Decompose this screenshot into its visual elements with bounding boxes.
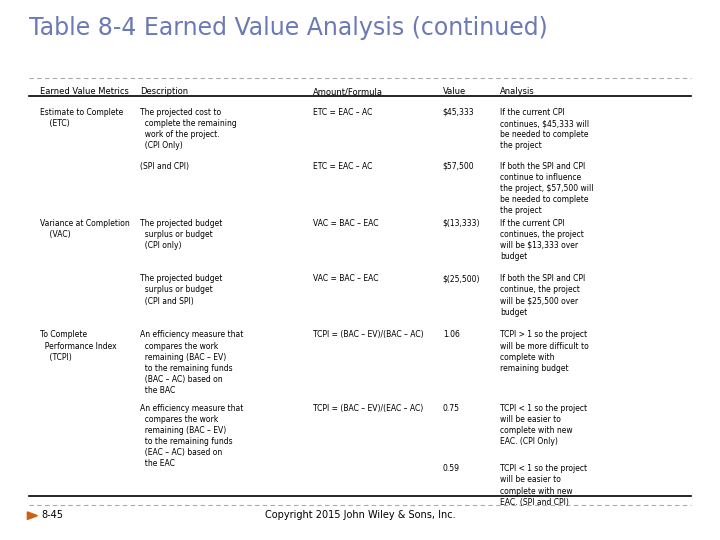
Text: 8-45: 8-45 [42, 510, 64, 520]
Text: VAC = BAC – EAC: VAC = BAC – EAC [313, 219, 379, 228]
Text: To Complete
  Performance Index
    (TCPI): To Complete Performance Index (TCPI) [40, 330, 116, 362]
Text: Description: Description [140, 87, 189, 97]
Text: TCPI > 1 so the project
will be more difficult to
complete with
remaining budget: TCPI > 1 so the project will be more dif… [500, 330, 589, 373]
Text: TCPI = (BAC – EV)/(EAC – AC): TCPI = (BAC – EV)/(EAC – AC) [313, 404, 423, 413]
Text: Amount/Formula: Amount/Formula [313, 87, 383, 97]
Polygon shape [27, 512, 37, 519]
Text: 0.59: 0.59 [443, 464, 460, 474]
Text: $(13,333): $(13,333) [443, 219, 480, 228]
Text: $45,333: $45,333 [443, 108, 474, 117]
Text: Value: Value [443, 87, 466, 97]
Text: If both the SPI and CPI
continue to influence
the project, $57,500 will
be neede: If both the SPI and CPI continue to infl… [500, 162, 594, 215]
Text: $(25,500): $(25,500) [443, 274, 480, 284]
Text: If both the SPI and CPI
continue, the project
will be $25,500 over
budget: If both the SPI and CPI continue, the pr… [500, 274, 585, 316]
Text: Earned Value Metrics: Earned Value Metrics [40, 87, 128, 97]
Text: ETC = EAC – AC: ETC = EAC – AC [313, 162, 372, 171]
Text: Variance at Completion
    (VAC): Variance at Completion (VAC) [40, 219, 130, 239]
Text: (SPI and CPI): (SPI and CPI) [140, 162, 189, 171]
Text: The projected budget
  surplus or budget
  (CPI and SPI): The projected budget surplus or budget (… [140, 274, 222, 306]
Text: ETC = EAC – AC: ETC = EAC – AC [313, 108, 372, 117]
Text: If the current CPI
continues, the project
will be $13,333 over
budget: If the current CPI continues, the projec… [500, 219, 584, 261]
Text: 0.75: 0.75 [443, 404, 460, 413]
Text: The projected cost to
  complete the remaining
  work of the project.
  (CPI Onl: The projected cost to complete the remai… [140, 108, 237, 150]
Text: 1.06: 1.06 [443, 330, 459, 340]
Text: VAC = BAC – EAC: VAC = BAC – EAC [313, 274, 379, 284]
Text: Table 8-4 Earned Value Analysis (continued): Table 8-4 Earned Value Analysis (continu… [29, 16, 547, 40]
Text: Copyright 2015 John Wiley & Sons, Inc.: Copyright 2015 John Wiley & Sons, Inc. [265, 510, 455, 520]
Text: TCPI < 1 so the project
will be easier to
complete with new
EAC. (CPI Only): TCPI < 1 so the project will be easier t… [500, 404, 588, 446]
Text: An efficiency measure that
  compares the work
  remaining (BAC – EV)
  to the r: An efficiency measure that compares the … [140, 404, 244, 468]
Text: The projected budget
  surplus or budget
  (CPI only): The projected budget surplus or budget (… [140, 219, 222, 250]
Text: An efficiency measure that
  compares the work
  remaining (BAC – EV)
  to the r: An efficiency measure that compares the … [140, 330, 244, 395]
Text: TCPI = (BAC – EV)/(BAC – AC): TCPI = (BAC – EV)/(BAC – AC) [313, 330, 424, 340]
Text: $57,500: $57,500 [443, 162, 474, 171]
Text: TCPI < 1 so the project
will be easier to
complete with new
EAC. (SPI and CPI): TCPI < 1 so the project will be easier t… [500, 464, 588, 507]
Text: Analysis: Analysis [500, 87, 535, 97]
Text: Estimate to Complete
    (ETC): Estimate to Complete (ETC) [40, 108, 123, 128]
Text: If the current CPI
continues, $45,333 will
be needed to complete
the project: If the current CPI continues, $45,333 wi… [500, 108, 590, 150]
